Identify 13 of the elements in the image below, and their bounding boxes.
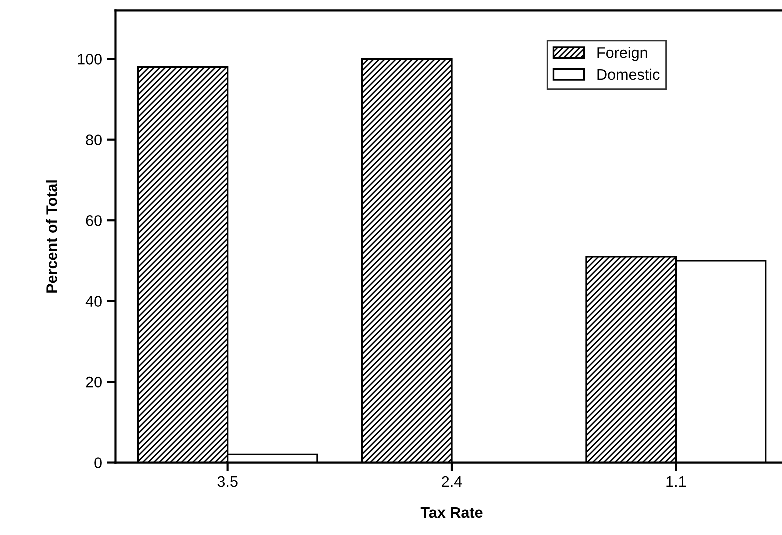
y-tick-label: 40 [86, 296, 102, 308]
y-tick-label: 60 [86, 215, 102, 226]
x-axis-title: Tax Rate [420, 507, 483, 518]
y-tick-label: 100 [78, 54, 102, 65]
y-axis-title: Percent of Total [46, 180, 58, 293]
x-tick-label: 3.5 [218, 476, 238, 488]
y-tick-label: 80 [86, 134, 102, 146]
y-tick-label: 0 [94, 458, 102, 468]
x-tick-label: 2.4 [442, 476, 462, 488]
x-tick-label: 1.1 [666, 476, 686, 488]
legend-label: Foreign [598, 47, 648, 62]
y-tick-label: 20 [86, 376, 102, 388]
legend-label: Domestic [598, 68, 660, 80]
